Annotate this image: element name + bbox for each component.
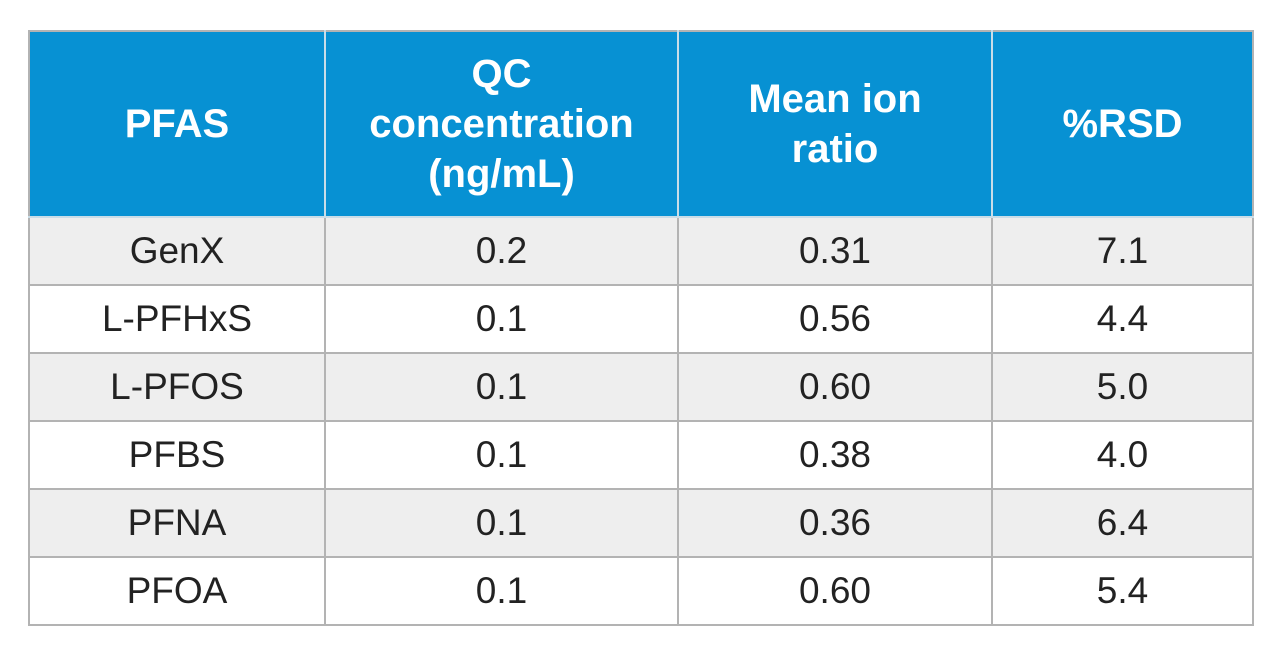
cell-mean-ion-ratio: 0.36 (677, 488, 993, 558)
header-mean-line-2: ratio (791, 127, 879, 171)
cell-pfas: PFBS (28, 420, 326, 490)
cell-rsd: 7.1 (991, 216, 1254, 286)
table-body: GenX 0.2 0.31 7.1 L-PFHxS 0.1 0.56 4.4 L… (28, 216, 1254, 626)
cell-rsd: 4.4 (991, 284, 1254, 354)
cell-qc-concentration: 0.1 (324, 284, 679, 354)
header-rsd: %RSD (991, 30, 1254, 218)
cell-mean-ion-ratio: 0.38 (677, 420, 993, 490)
header-mean-line-1: Mean ion (748, 77, 922, 121)
table-row: L-PFHxS 0.1 0.56 4.4 (28, 284, 1254, 354)
table-row: PFNA 0.1 0.36 6.4 (28, 488, 1254, 558)
header-mean-ion-ratio: Mean ion ratio (677, 30, 993, 218)
header-row: PFAS QC concentration (ng/mL) Mean ion r… (28, 30, 1254, 218)
pfas-qc-table: PFAS QC concentration (ng/mL) Mean ion r… (28, 30, 1254, 626)
cell-rsd: 4.0 (991, 420, 1254, 490)
cell-pfas: PFNA (28, 488, 326, 558)
cell-mean-ion-ratio: 0.60 (677, 352, 993, 422)
table-row: GenX 0.2 0.31 7.1 (28, 216, 1254, 286)
cell-rsd: 6.4 (991, 488, 1254, 558)
cell-rsd: 5.4 (991, 556, 1254, 626)
table-row: PFBS 0.1 0.38 4.0 (28, 420, 1254, 490)
cell-qc-concentration: 0.1 (324, 352, 679, 422)
cell-pfas: L-PFHxS (28, 284, 326, 354)
header-qc-line-3: (ng/mL) (428, 152, 575, 196)
cell-qc-concentration: 0.1 (324, 556, 679, 626)
cell-mean-ion-ratio: 0.31 (677, 216, 993, 286)
cell-qc-concentration: 0.2 (324, 216, 679, 286)
cell-mean-ion-ratio: 0.60 (677, 556, 993, 626)
cell-mean-ion-ratio: 0.56 (677, 284, 993, 354)
table-row: L-PFOS 0.1 0.60 5.0 (28, 352, 1254, 422)
table-row: PFOA 0.1 0.60 5.4 (28, 556, 1254, 626)
cell-qc-concentration: 0.1 (324, 420, 679, 490)
cell-rsd: 5.0 (991, 352, 1254, 422)
header-qc-line-1: QC (471, 52, 532, 96)
cell-pfas: L-PFOS (28, 352, 326, 422)
header-pfas: PFAS (28, 30, 326, 218)
cell-pfas: GenX (28, 216, 326, 286)
table-header: PFAS QC concentration (ng/mL) Mean ion r… (28, 30, 1254, 218)
header-rsd-line-1: %RSD (1062, 102, 1183, 146)
header-qc-line-2: concentration (369, 102, 634, 146)
header-qc-concentration: QC concentration (ng/mL) (324, 30, 679, 218)
header-pfas-line-1: PFAS (124, 102, 230, 146)
cell-pfas: PFOA (28, 556, 326, 626)
cell-qc-concentration: 0.1 (324, 488, 679, 558)
